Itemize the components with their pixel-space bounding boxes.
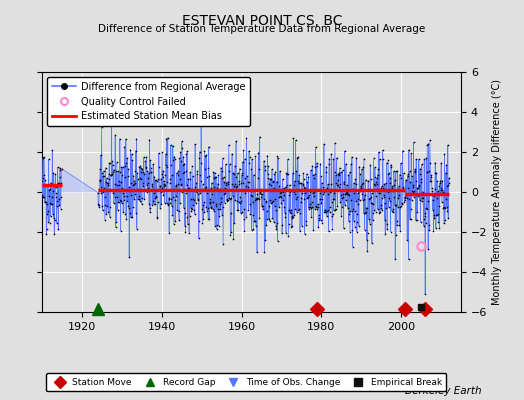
Y-axis label: Monthly Temperature Anomaly Difference (°C): Monthly Temperature Anomaly Difference (… <box>492 79 501 305</box>
Legend: Difference from Regional Average, Quality Control Failed, Estimated Station Mean: Difference from Regional Average, Qualit… <box>47 77 250 126</box>
Text: ESTEVAN POINT CS, BC: ESTEVAN POINT CS, BC <box>182 14 342 28</box>
Text: Difference of Station Temperature Data from Regional Average: Difference of Station Temperature Data f… <box>99 24 425 34</box>
Legend: Station Move, Record Gap, Time of Obs. Change, Empirical Break: Station Move, Record Gap, Time of Obs. C… <box>46 374 446 392</box>
Text: Berkeley Earth: Berkeley Earth <box>406 386 482 396</box>
